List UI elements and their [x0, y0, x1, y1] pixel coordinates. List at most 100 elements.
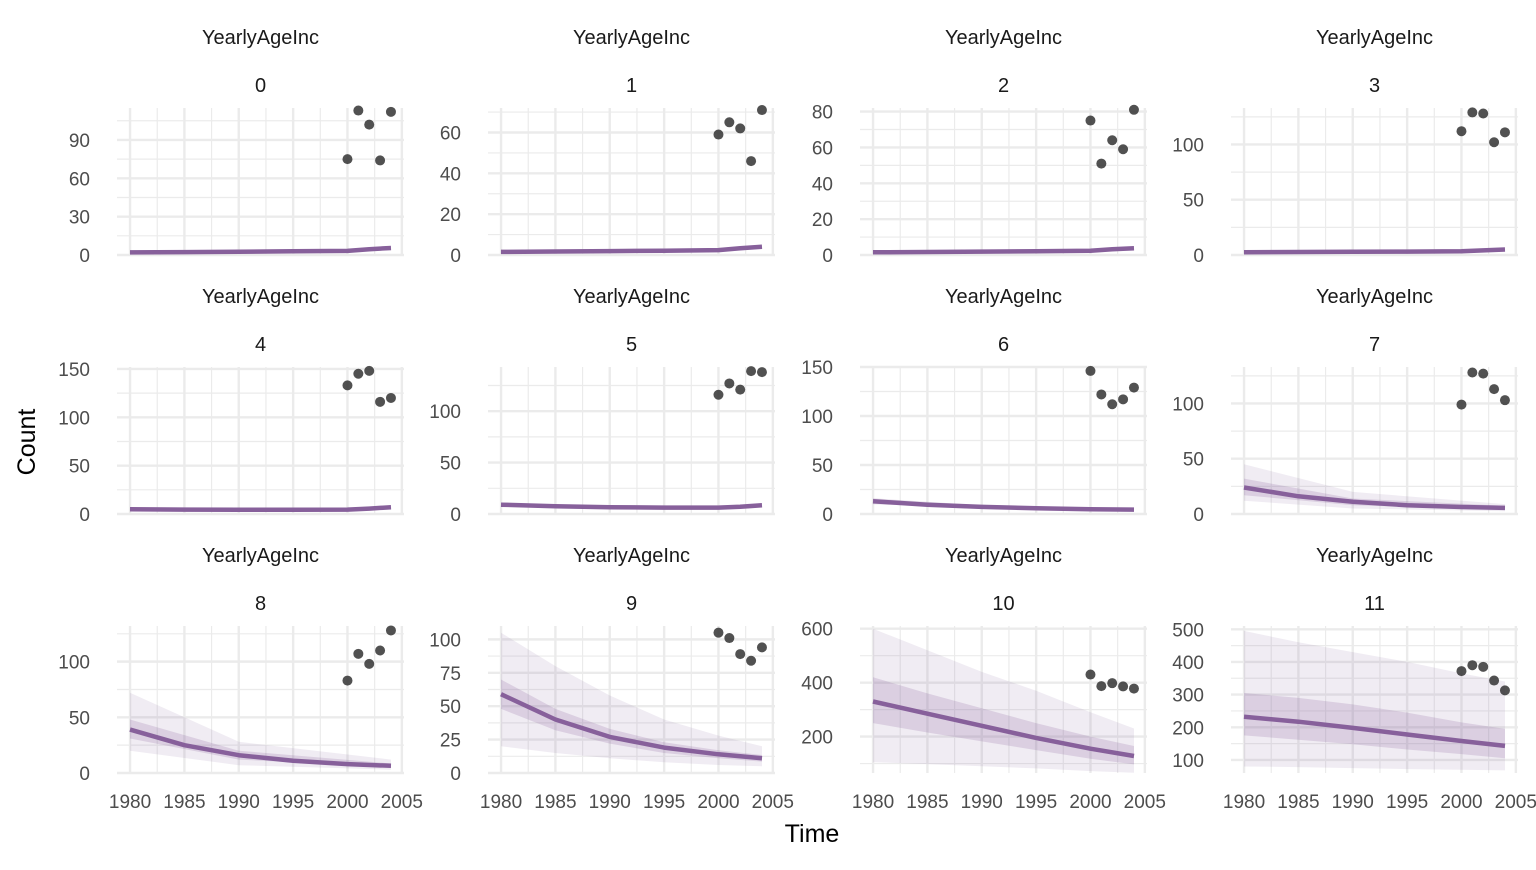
observed-point: [713, 129, 724, 140]
y-tick-label: 50: [69, 457, 90, 478]
observed-point: [756, 105, 767, 116]
median-series-line: [1243, 247, 1506, 255]
y-tick-label: 40: [812, 174, 833, 195]
y-tick-label: 100: [1172, 751, 1204, 772]
observed-point: [1085, 115, 1096, 126]
facet-subtitle: 3: [1369, 75, 1380, 97]
facet-subtitle: 1: [626, 75, 637, 97]
x-tick-label: 2005: [1495, 792, 1536, 813]
observed-point: [1456, 666, 1467, 677]
facet-panel: YearlyAgeInc 1 0 20 40 60: [440, 27, 775, 267]
median-series-line: [500, 692, 763, 761]
y-tick-label: 40: [440, 164, 461, 185]
median-series-line: [129, 727, 392, 769]
y-tick-label: 100: [801, 407, 833, 428]
median-series-line: [1243, 485, 1506, 511]
observed-point: [1085, 365, 1096, 376]
observed-point: [1456, 399, 1467, 410]
y-tick-label: 100: [58, 408, 90, 429]
x-tick-label: 1990: [589, 792, 631, 813]
y-tick-label: 0: [822, 246, 833, 267]
median-series-line: [872, 499, 1135, 512]
facet-title: YearlyAgeInc: [573, 545, 690, 567]
facet-subtitle: 0: [255, 75, 266, 97]
facet-title: YearlyAgeInc: [1316, 286, 1433, 308]
observed-point: [353, 368, 364, 379]
y-axis-title: Count: [13, 409, 41, 476]
x-axis-title: Time: [785, 820, 840, 848]
observed-point: [1107, 399, 1118, 410]
x-tick-label: 1985: [163, 792, 205, 813]
x-tick-label: 1980: [1223, 792, 1265, 813]
observed-point: [746, 366, 757, 377]
observed-point: [756, 642, 767, 653]
x-tick-label: 2000: [326, 792, 368, 813]
observed-point: [385, 106, 396, 117]
median-series-line: [500, 244, 763, 255]
x-tick-label: 1990: [961, 792, 1003, 813]
x-tick-label: 1995: [643, 792, 685, 813]
observed-point: [1128, 382, 1139, 393]
x-tick-label: 1980: [109, 792, 151, 813]
observed-point: [1499, 127, 1510, 138]
facet-panel: YearlyAgeInc 6 0 50 100 150: [801, 286, 1147, 526]
median-series-line: [872, 245, 1135, 255]
facet-title: YearlyAgeInc: [945, 286, 1062, 308]
x-tick-label: 1990: [1332, 792, 1374, 813]
observed-point: [1467, 107, 1478, 118]
outer-interval-band: [1244, 630, 1505, 771]
y-tick-label: 50: [440, 697, 461, 718]
observed-point: [342, 380, 353, 391]
facet-subtitle: 11: [1364, 593, 1385, 615]
facet-subtitle: 7: [1369, 334, 1380, 356]
y-tick-label: 0: [1193, 505, 1204, 526]
y-tick-label: 0: [79, 764, 90, 785]
observed-point: [364, 119, 375, 130]
facet-title: YearlyAgeInc: [945, 545, 1062, 567]
observed-point: [364, 658, 375, 669]
facet-panel: YearlyAgeInc 11 1980 1985 1990 1995 2000 2005 10…: [1172, 545, 1536, 813]
y-tick-label: 400: [801, 674, 833, 695]
y-tick-label: 400: [1172, 653, 1204, 674]
x-tick-label: 2000: [697, 792, 739, 813]
observed-point: [1085, 669, 1096, 680]
y-tick-label: 50: [1183, 450, 1204, 471]
x-tick-label: 1980: [852, 792, 894, 813]
y-tick-label: 50: [440, 454, 461, 475]
y-tick-label: 100: [429, 630, 461, 651]
observed-point: [724, 378, 735, 389]
y-tick-label: 75: [440, 664, 461, 685]
observed-point: [1456, 126, 1467, 137]
facet-subtitle: 8: [255, 593, 266, 615]
facet-title: YearlyAgeInc: [573, 27, 690, 49]
x-tick-label: 2000: [1069, 792, 1111, 813]
observed-point: [353, 105, 364, 116]
y-tick-label: 100: [1172, 394, 1204, 415]
observed-point: [1107, 135, 1118, 146]
observed-point: [1118, 681, 1129, 692]
y-tick-label: 0: [450, 246, 461, 267]
observed-point: [1478, 368, 1489, 379]
observed-point: [1489, 384, 1500, 395]
facet-panel: YearlyAgeInc 4 0 50 100 150: [58, 286, 404, 526]
observed-point: [1499, 395, 1510, 406]
median-series-line: [129, 504, 392, 513]
facet-panel: YearlyAgeInc 8 1980 1985 1990 1995 2000 2005 0 50…: [58, 545, 423, 813]
observed-point: [1096, 389, 1107, 400]
facet-subtitle: 9: [626, 593, 637, 615]
y-tick-label: 60: [440, 124, 461, 145]
observed-point: [1467, 660, 1478, 671]
y-tick-label: 100: [1172, 135, 1204, 156]
y-tick-label: 100: [429, 402, 461, 423]
y-tick-label: 100: [58, 653, 90, 674]
y-tick-label: 0: [450, 505, 461, 526]
y-tick-label: 50: [812, 456, 833, 477]
observed-point: [1128, 104, 1139, 115]
y-tick-label: 0: [822, 505, 833, 526]
facet-subtitle: 6: [998, 334, 1009, 356]
y-tick-label: 300: [1172, 686, 1204, 707]
observed-point: [375, 155, 386, 166]
observed-point: [724, 117, 735, 128]
